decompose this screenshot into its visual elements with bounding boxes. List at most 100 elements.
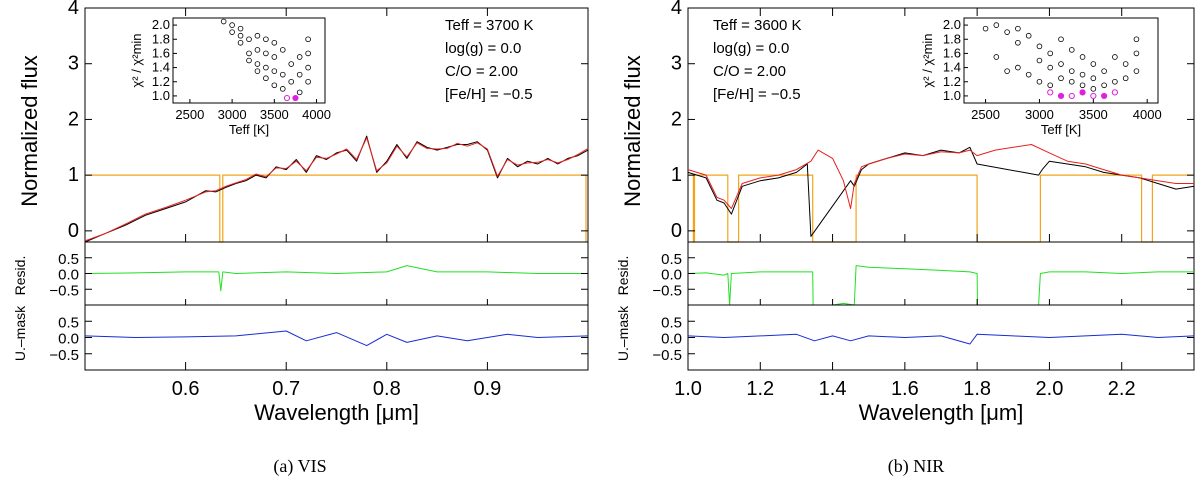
inset-point [271,82,278,89]
inset-best-point [1057,92,1065,100]
main-ytick-label: 2 [671,108,682,130]
main-ytick-label: 4 [671,0,682,19]
resid-ytick-label: 0.0 [58,267,79,284]
nir-panel: 0 1 2 3 4 Normalized flux Teff = 3600 K log(g) … [615,0,1195,477]
inset-point [288,78,295,85]
inset-ytick-label: 1.4 [943,60,961,75]
inset-point [1068,47,1075,53]
umask-plot-frame [687,304,1195,371]
inset-best-point [1047,89,1054,96]
inset-point [305,36,311,43]
inset-point [305,64,311,71]
inset-point [263,50,269,57]
inset-point [220,18,227,25]
main-ytick-label: 4 [68,0,79,19]
inset-point [1090,75,1097,82]
resid-ytick-label: 0.5 [661,251,682,268]
inset-point [246,50,252,57]
inset-point [1079,82,1086,89]
inset-best-point [1090,92,1097,100]
inset-point [1047,64,1054,71]
umask-ytick-label: −0.5 [49,347,79,364]
inset-point [1025,71,1032,78]
fit-parameter-text: Teff = 3600 K [713,17,802,34]
inset-point [1122,61,1129,67]
fit-parameter-text: log(g) = 0.0 [445,40,521,57]
inset-point [279,47,286,53]
inset-point [254,32,261,39]
xtick-label: 0.6 [172,378,200,400]
inset-point [246,57,252,64]
inset-point [1036,57,1043,64]
main-ytick-label: 3 [671,53,682,75]
inset-point [237,32,244,39]
inset-point [1058,36,1064,43]
inset-point [1090,86,1097,92]
inset-point [296,89,303,96]
inset-ylabel: χ² / χ²min [129,33,144,87]
inset-point [254,47,261,53]
fit-parameter-text: Teff = 3700 K [445,17,534,34]
fit-parameter-text: [Fe/H] = −0.5 [445,86,533,103]
inset-point [1101,82,1107,89]
inset-best-point [1068,92,1075,100]
inset-point [1133,50,1140,57]
inset-ytick-label: 1.6 [943,45,961,60]
xtick-label: 0.8 [373,378,401,400]
inset-point [305,50,311,57]
inset-xtick-label: 3000 [1025,107,1054,122]
inset-point [305,78,311,85]
inset-point [271,39,278,46]
xtick-label: 1.0 [674,378,702,400]
xtick-label: 1.2 [746,378,774,400]
inset-point [1090,61,1097,67]
inset-xlabel: Teff [K] [229,122,269,137]
xlabel: Wavelength [μm] [859,400,1024,425]
inset-ylabel: χ² / χ²min [920,33,935,87]
inset-point [237,25,244,32]
fit-parameter-text: C/O = 2.00 [445,63,518,80]
inset-point [229,29,235,35]
inset-best-point [283,94,291,102]
inset-point [1004,29,1010,35]
inset-point [288,61,295,67]
main-ytick-label: 2 [68,108,79,130]
inset-xtick-label: 4000 [1133,107,1162,122]
inset-point [1079,54,1086,60]
xtick-label: 1.8 [963,378,991,400]
inset-xtick-label: 2500 [971,107,1000,122]
inset-point [993,54,1000,60]
inset-frame [963,17,1159,104]
inset-point [279,71,286,78]
xlabel: Wavelength [μm] [254,400,419,425]
main-ylabel: Normalized flux [17,55,42,207]
inset-ytick-label: 1.0 [152,88,170,103]
inset-point [1015,25,1021,32]
umask-ytick-label: 0.0 [661,331,682,348]
model-series-line [84,137,589,242]
main-ytick-label: 1 [671,164,682,186]
fit-parameter-text: C/O = 2.00 [713,63,786,80]
xtick-label: 2.2 [1108,378,1136,400]
resid-ylabel: Resid. [12,256,28,296]
inset-xlabel: Teff [K] [1041,122,1081,137]
inset-point [1036,43,1043,50]
resid-series-line [687,265,1194,306]
umask-ylabel: U.–mask [12,305,28,361]
inset-point [263,75,269,82]
inset-point [271,54,278,60]
panel-caption: (a) VIS [273,456,326,477]
inset-point [1015,39,1021,46]
xtick-label: 2.0 [1036,378,1064,400]
inset-ytick-label: 1.2 [943,74,961,89]
umask-ytick-label: 0.5 [661,314,682,331]
main-ytick-label: 0 [671,220,682,242]
umask-ytick-label: 0.0 [58,331,79,348]
inset-xtick-label: 2500 [175,107,204,122]
inset-point [246,36,252,43]
inset-point [1058,75,1064,82]
inset-ytick-label: 1.2 [152,74,170,89]
inset-point [1112,78,1118,85]
inset-ytick-label: 2.0 [152,17,170,32]
